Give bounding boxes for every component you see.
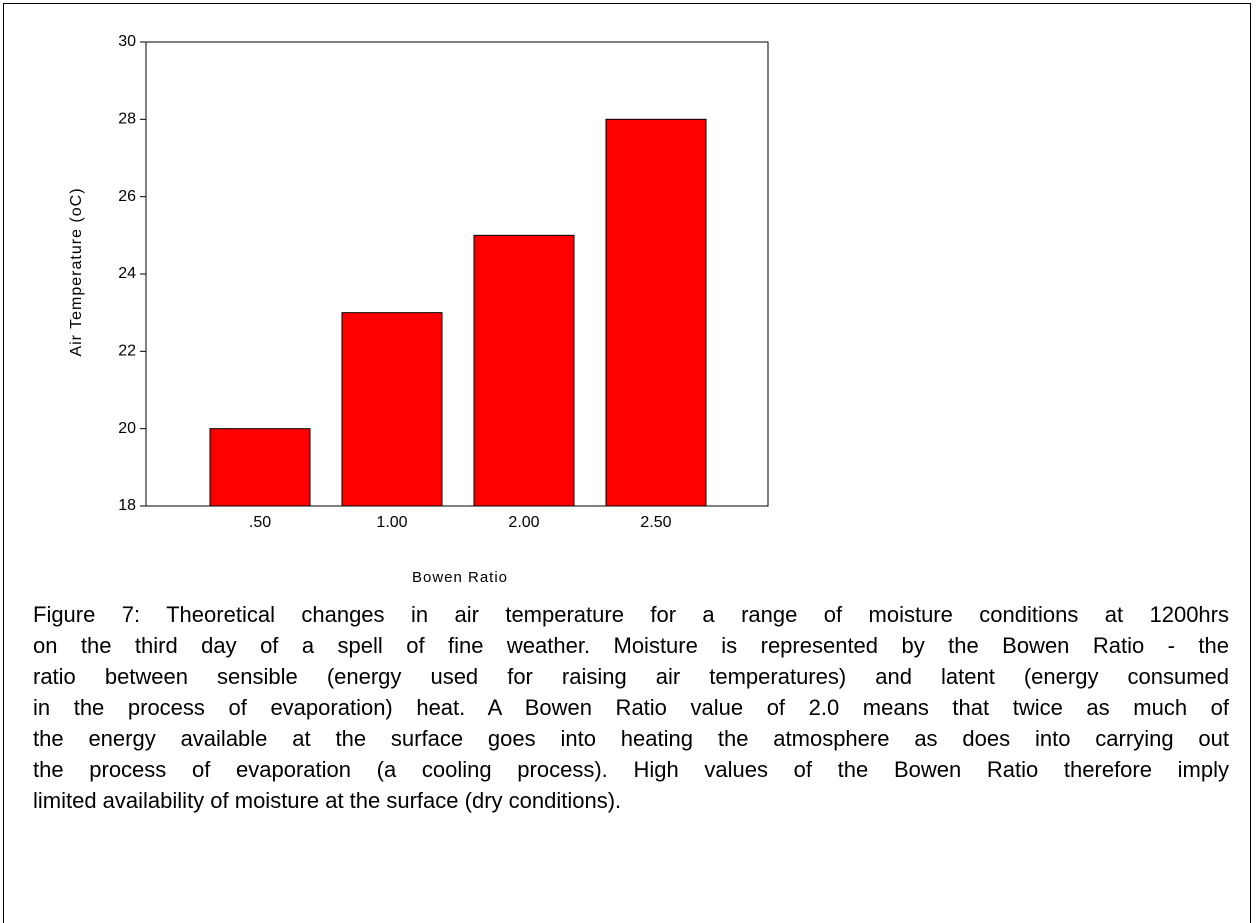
y-tick-label: 30: [118, 33, 136, 50]
caption: Figure 7: Theoretical changes in air tem…: [33, 599, 1229, 816]
bar: [605, 118, 707, 507]
y-tick-label: 28: [118, 111, 136, 128]
bar: [341, 312, 443, 507]
caption-line: Figure 7: Theoretical changes in air tem…: [33, 602, 1229, 627]
y-tick-label: 22: [118, 343, 136, 360]
page-border: [3, 3, 1251, 923]
caption-line: the process of evaporation (a cooling pr…: [33, 757, 1229, 782]
caption-line: the energy available at the surface goes…: [33, 726, 1229, 751]
x-tick-label: 1.00: [376, 514, 407, 531]
x-tick-label: 2.50: [640, 514, 671, 531]
y-tick-label: 18: [118, 497, 136, 514]
chart: Bowen Ratio Air Temperature (oC) 18 20 22 2…: [68, 33, 769, 586]
caption-line: in the process of evaporation) heat. A B…: [33, 695, 1229, 720]
y-axis-label: Air Temperature (oC): [68, 187, 85, 356]
caption-line: limited availability of moisture at the …: [33, 788, 622, 813]
x-tick-label: .50: [249, 514, 271, 531]
bar: [209, 428, 311, 507]
y-tick-label: 26: [118, 188, 136, 205]
y-tick-label: 20: [118, 420, 136, 437]
x-tick-label: 2.00: [508, 514, 539, 531]
bar: [473, 234, 575, 507]
x-axis-label: Bowen Ratio: [412, 569, 508, 586]
caption-line: on the third day of a spell of fine weat…: [33, 633, 1229, 658]
caption-line: ratio between sensible (energy used for …: [33, 664, 1229, 689]
y-tick-label: 24: [118, 265, 136, 282]
